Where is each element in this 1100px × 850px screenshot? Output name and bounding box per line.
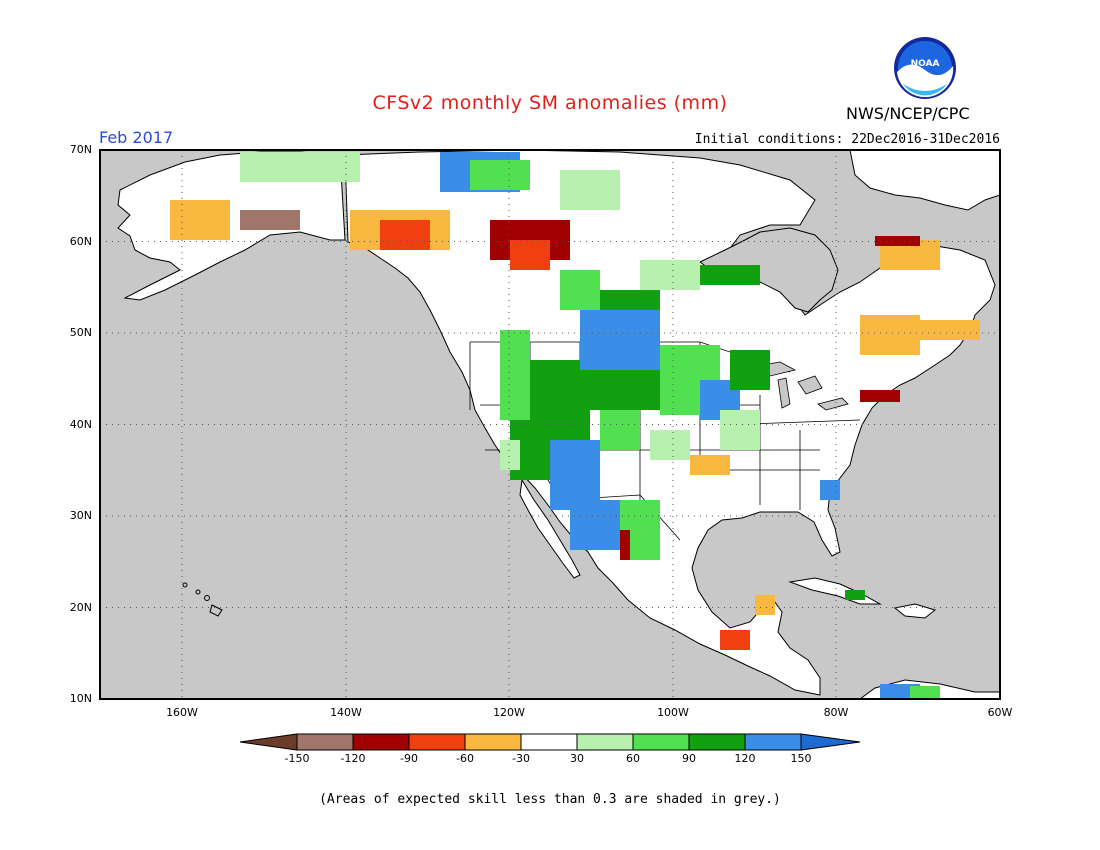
lat-label-30n: 30N [69, 509, 92, 522]
colorbar-bin-3 [408, 733, 466, 751]
colorbar-bin-9 [744, 733, 802, 751]
colorbar-bin-7 [632, 733, 690, 751]
colorbar-right-arrow [800, 733, 861, 751]
lat-label-20n: 20N [69, 601, 92, 614]
lat-label-50n: 50N [69, 326, 92, 339]
lon-label-100w: 100W [657, 706, 689, 719]
lon-label-160w: 160W [166, 706, 198, 719]
lat-label-70n: 70N [69, 143, 92, 156]
lat-label-10n: 10N [69, 692, 92, 705]
lat-label-40n: 40N [69, 418, 92, 431]
colorbar-tick: -120 [340, 752, 366, 765]
colorbar-tick: -60 [456, 752, 474, 765]
map-frame [99, 149, 1001, 700]
lon-label-140w: 140W [330, 706, 362, 719]
footer-note: (Areas of expected skill less than 0.3 a… [319, 792, 781, 807]
colorbar-tick: -150 [284, 752, 310, 765]
colorbar-tick: 150 [790, 752, 812, 765]
noaa-logo: NOAA [894, 37, 956, 99]
land-hawaii [182, 582, 223, 617]
colorbar-bin-2 [352, 733, 410, 751]
initial-conditions: Initial conditions: 22Dec2016-31Dec2016 [694, 132, 1000, 147]
lon-label-120w: 120W [493, 706, 525, 719]
colorbar-bin-8 [688, 733, 746, 751]
colorbar-tick: -30 [512, 752, 530, 765]
colorbar-tick: 60 [626, 752, 640, 765]
colorbar-tick: 30 [570, 752, 584, 765]
colorbar [239, 733, 861, 751]
agency-label: NWS/NCEP/CPC [846, 104, 970, 123]
map-area [100, 150, 1000, 699]
colorbar-left-arrow [239, 733, 298, 751]
lon-label-60w: 60W [987, 706, 1013, 719]
lat-lon-grid [100, 150, 1000, 699]
anomaly-patches [170, 152, 980, 699]
map-title: CFSv2 monthly SM anomalies (mm) [372, 92, 728, 114]
colorbar-bin-6 [576, 733, 634, 751]
colorbar-tick: 120 [734, 752, 756, 765]
lat-label-60n: 60N [69, 235, 92, 248]
colorbar-tick: -90 [400, 752, 418, 765]
land-greenland [849, 150, 1000, 211]
colorbar-tick: 90 [682, 752, 696, 765]
noaa-logo-text: NOAA [911, 59, 940, 69]
lon-label-80w: 80W [823, 706, 849, 719]
forecast-period: Feb 2017 [99, 128, 174, 147]
colorbar-bin-1 [296, 733, 354, 751]
colorbar-bin-5 [520, 733, 578, 751]
colorbar-bin-4 [464, 733, 522, 751]
land-baja [519, 478, 581, 579]
